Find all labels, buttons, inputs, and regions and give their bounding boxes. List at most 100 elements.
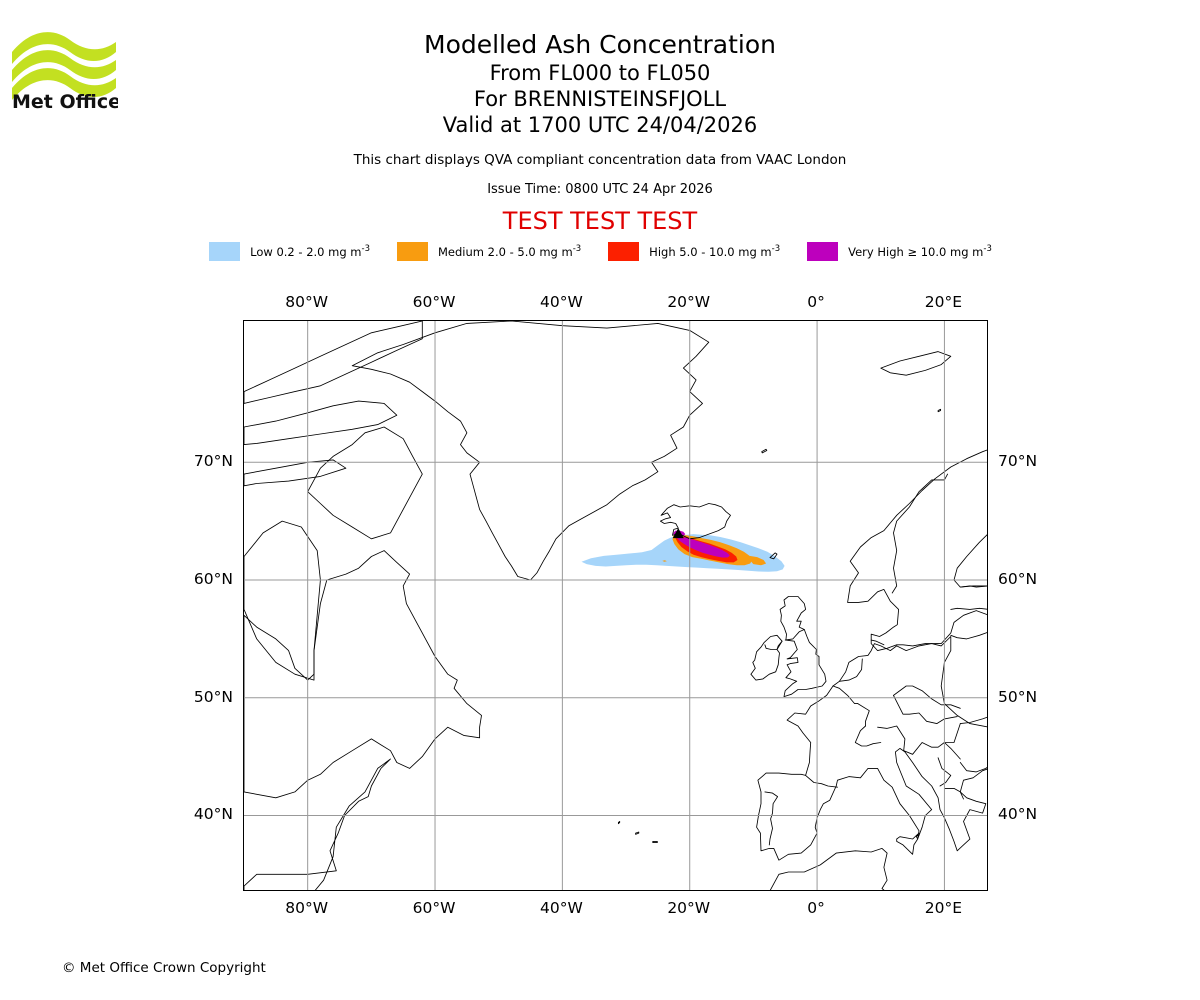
border-line-23 xyxy=(784,629,805,641)
border-line-14 xyxy=(937,757,952,787)
border-line-22 xyxy=(764,640,783,650)
border-line-8 xyxy=(893,694,958,725)
met-office-logo-text: Met Office xyxy=(12,91,118,113)
lat-tick-right-70: 70°N xyxy=(998,452,1038,471)
border-line-21 xyxy=(891,473,949,594)
border-line-2 xyxy=(832,685,859,705)
coastline-europe-mainland xyxy=(756,636,987,861)
title-block: Modelled Ash Concentration From FL000 to… xyxy=(0,0,1200,235)
coastline-bear-island xyxy=(937,408,942,413)
border-line-5 xyxy=(838,658,863,682)
logo-wave-3 xyxy=(12,68,116,100)
logo-wave-2 xyxy=(12,50,116,82)
coastline-layer xyxy=(244,321,987,890)
volcano-marker xyxy=(672,528,684,539)
lat-tick-left-50: 50°N xyxy=(193,687,233,706)
map-canvas xyxy=(244,321,987,890)
coastline-azores-3 xyxy=(617,820,621,825)
plume-medium-dot xyxy=(662,560,667,562)
coastline-north-america-east xyxy=(244,550,482,799)
border-line-13 xyxy=(943,787,964,800)
graticule-layer xyxy=(244,321,987,890)
coastline-azores-2 xyxy=(635,831,640,835)
volcano-marker-layer xyxy=(672,528,684,539)
border-line-16 xyxy=(950,632,987,640)
coastline-scandinavia xyxy=(847,449,987,652)
border-line-18 xyxy=(959,585,987,588)
legend-high-swatch xyxy=(607,241,641,262)
coastline-svalbard xyxy=(880,351,952,376)
lat-tick-right-40: 40°N xyxy=(998,805,1038,824)
legend-very-high-exponent: -3 xyxy=(983,244,992,255)
legend-low-label: Low 0.2 - 2.0 mg m-3 xyxy=(250,244,370,259)
valid-time-subtitle: Valid at 1700 UTC 24/04/2026 xyxy=(442,113,758,137)
coastline-azores-1 xyxy=(652,840,658,844)
border-line-1 xyxy=(764,791,779,846)
lat-tick-right-60: 60°N xyxy=(998,570,1038,588)
coastline-north-africa xyxy=(769,847,888,890)
legend-medium-label: Medium 2.0 - 5.0 mg m-3 xyxy=(437,244,582,259)
lat-tick-left-60: 60°N xyxy=(193,570,233,588)
legend-high-label: High 5.0 - 10.0 mg m-3 xyxy=(649,244,781,259)
border-line-9 xyxy=(877,725,906,752)
border-line-10 xyxy=(903,723,961,755)
logo-wave-1 xyxy=(12,32,116,64)
border-line-7 xyxy=(893,685,961,709)
coastline-greenland xyxy=(351,321,710,581)
lon-tick-top-20: 20°E xyxy=(924,293,963,311)
lat-tick-left-40: 40°N xyxy=(193,805,233,824)
lat-tick-right-50: 50°N xyxy=(998,687,1038,706)
test-banner: TEST TEST TEST xyxy=(502,207,698,235)
legend-low-exponent: -3 xyxy=(361,244,370,255)
lon-tick-top--60: 60°W xyxy=(412,293,456,311)
legend-medium-exponent: -3 xyxy=(572,244,582,255)
coastline-baffin-island xyxy=(307,426,423,540)
coastline-ireland xyxy=(750,634,783,681)
coastline-victoria-island xyxy=(244,459,347,487)
concentration-legend: Low 0.2 - 2.0 mg m-3 Medium 2.0 - 5.0 mg … xyxy=(0,241,1200,262)
lat-tick-left-70: 70°N xyxy=(193,452,233,471)
coastline-iceland xyxy=(659,503,731,540)
lon-tick-bottom--20: 20°W xyxy=(667,899,711,917)
border-line-11 xyxy=(959,716,987,725)
border-line-12 xyxy=(959,762,987,773)
coastline-great-britain xyxy=(779,596,827,698)
coastline-usa-east xyxy=(244,758,391,890)
lon-tick-bottom--80: 80°W xyxy=(285,899,329,917)
coastline-parry-islands xyxy=(244,400,398,446)
border-line-4 xyxy=(854,725,882,747)
issue-time: Issue Time: 0800 UTC 24 Apr 2026 xyxy=(487,182,713,197)
met-office-logo: Met Office xyxy=(10,22,118,114)
legend-high: High 5.0 - 10.0 mg m-3 xyxy=(607,241,780,262)
lon-tick-bottom-20: 20°E xyxy=(924,899,963,917)
lon-tick-top--80: 80°W xyxy=(285,293,329,311)
legend-very-high-swatch xyxy=(806,241,840,262)
lon-tick-bottom-0: 0° xyxy=(807,899,825,917)
met-office-logo-graphic: Met Office xyxy=(12,32,118,113)
legend-low: Low 0.2 - 2.0 mg m-3 xyxy=(208,241,370,262)
lon-tick-bottom--60: 60°W xyxy=(412,899,456,917)
legend-medium-swatch xyxy=(395,241,429,262)
legend-medium: Medium 2.0 - 5.0 mg m-3 xyxy=(395,241,582,262)
lon-tick-top--20: 20°W xyxy=(667,293,711,311)
copyright-notice: © Met Office Crown Copyright xyxy=(62,960,266,976)
legend-low-swatch xyxy=(208,241,242,262)
flight-level-subtitle: From FL000 to FL050 xyxy=(489,61,711,85)
map-panel: 80°W 80°W 60°W 60°W 40°W 40°W 20°W 20°W 0° 0° 20°E… xyxy=(194,293,1037,917)
lon-tick-bottom--40: 40°W xyxy=(539,899,583,917)
border-line-0 xyxy=(805,774,838,788)
legend-high-exponent: -3 xyxy=(771,244,781,255)
coastline-hudson-bay xyxy=(244,520,321,681)
plume-low-patch-2 xyxy=(641,560,649,563)
plume-medium-east xyxy=(749,555,767,566)
qva-note: This chart displays QVA compliant concen… xyxy=(353,152,847,168)
border-line-6 xyxy=(870,639,885,646)
volcano-subtitle: For BRENNISTEINSFJOLL xyxy=(473,87,727,111)
coastline-faroe-islands xyxy=(769,552,778,560)
border-line-3 xyxy=(857,703,870,727)
legend-very-high-label: Very High ≥ 10.0 mg m-3 xyxy=(848,244,992,259)
plume-low-patch-1 xyxy=(622,555,633,559)
ash-plume-layer xyxy=(581,530,785,572)
map-frame xyxy=(243,320,988,891)
lon-tick-top--40: 40°W xyxy=(539,293,583,311)
